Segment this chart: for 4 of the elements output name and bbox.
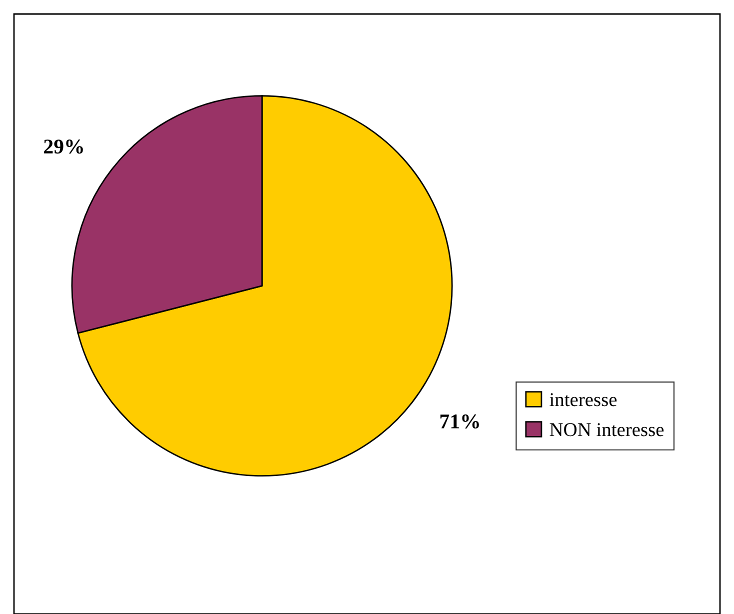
data-label: 71% <box>440 414 479 429</box>
legend-label: interesse <box>550 393 617 406</box>
legend-label: NON interesse <box>550 423 664 436</box>
data-label: 29% <box>44 140 83 154</box>
